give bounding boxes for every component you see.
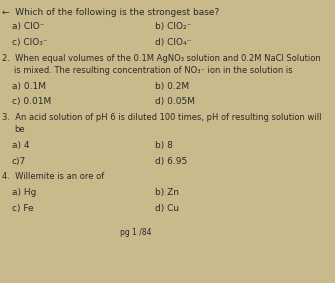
Text: d) Cu: d) Cu [155, 204, 179, 213]
Text: d) 0.05M: d) 0.05M [155, 97, 195, 106]
Text: ←  Which of the following is the strongest base?: ← Which of the following is the stronges… [2, 8, 219, 17]
Text: c)7: c)7 [12, 157, 26, 166]
Text: 2.  When equal volumes of the 0.1M AgNO₃ solution and 0.2M NaCl Solution: 2. When equal volumes of the 0.1M AgNO₃ … [2, 54, 321, 63]
Text: d) 6.95: d) 6.95 [155, 157, 187, 166]
Text: b) 8: b) 8 [155, 141, 173, 150]
Text: d) ClO₄⁻: d) ClO₄⁻ [155, 38, 191, 47]
Text: a) ClO⁻: a) ClO⁻ [12, 22, 45, 31]
Text: c) ClO₃⁻: c) ClO₃⁻ [12, 38, 48, 47]
Text: is mixed. The resulting concentration of NO₃⁻ ion in the solution is: is mixed. The resulting concentration of… [14, 66, 293, 75]
Text: 3.  An acid solution of pH 6 is diluted 100 times, pH of resulting solution will: 3. An acid solution of pH 6 is diluted 1… [2, 113, 322, 122]
Text: c) 0.01M: c) 0.01M [12, 97, 51, 106]
Text: be: be [14, 125, 25, 134]
Text: a) 4: a) 4 [12, 141, 29, 150]
Text: b) Zn: b) Zn [155, 188, 179, 197]
Text: pg 1 /84: pg 1 /84 [120, 228, 151, 237]
Text: a) Hg: a) Hg [12, 188, 37, 197]
Text: b) ClO₂⁻: b) ClO₂⁻ [155, 22, 191, 31]
Text: c) Fe: c) Fe [12, 204, 34, 213]
Text: a) 0.1M: a) 0.1M [12, 82, 46, 91]
Text: 4.  Willemite is an ore of: 4. Willemite is an ore of [2, 172, 104, 181]
Text: b) 0.2M: b) 0.2M [155, 82, 189, 91]
